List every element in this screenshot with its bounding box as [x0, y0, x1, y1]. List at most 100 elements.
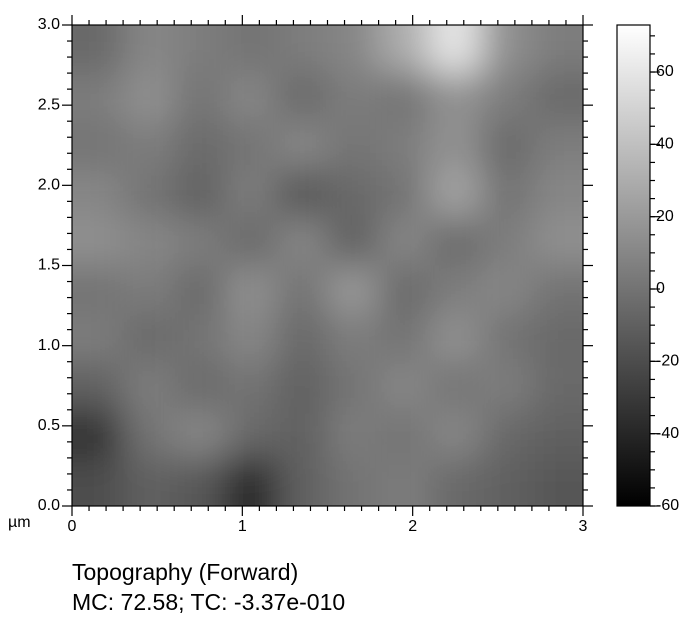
cell [123, 217, 175, 266]
y-tick-label: 1.5 [38, 257, 60, 274]
cell [429, 313, 481, 362]
cell [378, 265, 430, 314]
cell [72, 313, 124, 362]
cell [174, 169, 226, 218]
cell [378, 121, 430, 170]
cell [225, 265, 277, 314]
cell [480, 169, 532, 218]
cell [174, 121, 226, 170]
cell [480, 457, 532, 506]
cell [531, 121, 583, 170]
cell [174, 457, 226, 506]
cell [123, 313, 175, 362]
cell [378, 409, 430, 458]
y-tick-label: 1.0 [38, 337, 60, 354]
colorbar-tick-label: 20 [656, 208, 674, 225]
cell [276, 25, 328, 74]
cell [72, 265, 124, 314]
cell [378, 25, 430, 74]
cell [225, 457, 277, 506]
cell [72, 217, 124, 266]
cell [531, 25, 583, 74]
cell [327, 457, 379, 506]
cell [327, 121, 379, 170]
cell [429, 169, 481, 218]
colorbar [616, 24, 651, 507]
colorbar-tick-label: 40 [656, 136, 674, 153]
cell [276, 73, 328, 122]
cell [123, 169, 175, 218]
cell [378, 169, 430, 218]
cell [327, 265, 379, 314]
y-tick-label: 0.5 [38, 417, 60, 434]
cell [480, 361, 532, 410]
cell [225, 409, 277, 458]
cell [480, 313, 532, 362]
cell [429, 121, 481, 170]
cell [174, 265, 226, 314]
cell [72, 169, 124, 218]
cell [327, 169, 379, 218]
cell [327, 361, 379, 410]
cell [174, 409, 226, 458]
cell [480, 265, 532, 314]
cell [225, 121, 277, 170]
cell [174, 217, 226, 266]
cell [276, 457, 328, 506]
cell [225, 73, 277, 122]
cell [225, 169, 277, 218]
cell [429, 409, 481, 458]
y-tick-label: 2.0 [38, 177, 60, 194]
cell [480, 121, 532, 170]
cell [123, 409, 175, 458]
cell [225, 361, 277, 410]
cell [429, 25, 481, 74]
cell [225, 217, 277, 266]
cell [276, 217, 328, 266]
cell [531, 217, 583, 266]
cell [429, 217, 481, 266]
x-tick-label: 0 [68, 518, 77, 535]
cell [174, 361, 226, 410]
cell [72, 409, 124, 458]
colorbar-tick-label: 0 [656, 280, 665, 297]
cell [327, 217, 379, 266]
cell [429, 265, 481, 314]
cell [72, 121, 124, 170]
cell [429, 457, 481, 506]
subcaption: MC: 72.58; TC: -3.37e-010 [72, 589, 345, 615]
cell [480, 25, 532, 74]
colorbar-tick-label: -20 [656, 353, 679, 370]
cell [276, 121, 328, 170]
cell [480, 409, 532, 458]
x-tick-label: 1 [238, 518, 247, 535]
cell [429, 73, 481, 122]
cell [174, 313, 226, 362]
cell [225, 313, 277, 362]
colorbar-tick-label: -60 [656, 497, 679, 514]
cell [378, 217, 430, 266]
cell [174, 73, 226, 122]
cell [123, 73, 175, 122]
cell [123, 265, 175, 314]
cell [480, 73, 532, 122]
cell [378, 313, 430, 362]
cell [378, 457, 430, 506]
cell [276, 361, 328, 410]
cell [531, 409, 583, 458]
colorbar-tick-label: 60 [656, 63, 674, 80]
cell [123, 121, 175, 170]
cell [123, 457, 175, 506]
cell [531, 265, 583, 314]
cell [327, 409, 379, 458]
cell [225, 25, 277, 74]
cell [327, 73, 379, 122]
cell [480, 217, 532, 266]
cell [378, 73, 430, 122]
cell [72, 457, 124, 506]
cell [531, 457, 583, 506]
cell [531, 169, 583, 218]
colorbar-tick-label: -40 [656, 425, 679, 442]
caption: Topography (Forward) [72, 559, 298, 585]
x-tick-label: 3 [579, 518, 588, 535]
